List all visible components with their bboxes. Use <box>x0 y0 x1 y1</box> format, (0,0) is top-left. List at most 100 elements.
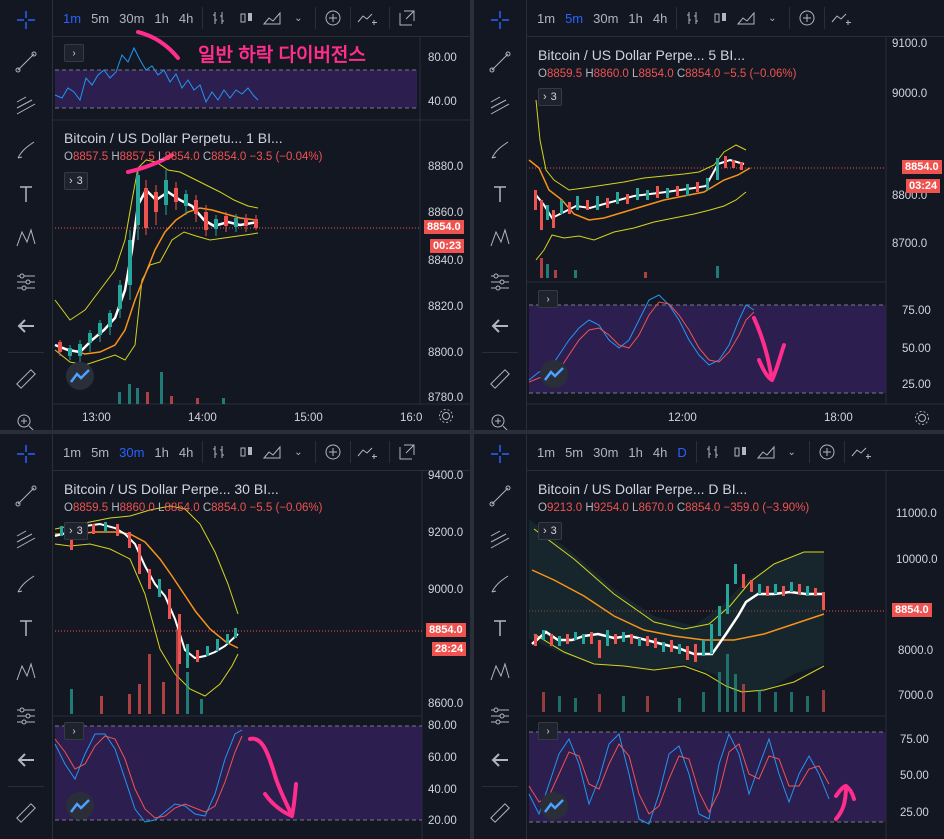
osc-collapse-button[interactable]: › <box>538 290 558 308</box>
trend-line-icon[interactable] <box>474 474 526 518</box>
back-arrow-icon[interactable] <box>0 304 52 348</box>
chevron-down-icon[interactable]: ⌄ <box>787 446 796 458</box>
osc-collapse-button[interactable]: › <box>64 44 84 62</box>
back-arrow-icon[interactable] <box>474 738 526 782</box>
indicator-count-button[interactable]: › 3 <box>64 172 88 190</box>
chevron-down-icon[interactable]: ⌄ <box>294 446 303 458</box>
area-icon[interactable] <box>735 7 757 29</box>
brush-icon[interactable] <box>0 128 52 172</box>
add-indicator-icon[interactable] <box>322 7 344 29</box>
add-indicator-icon[interactable] <box>816 441 838 463</box>
tf-4h[interactable]: 4h <box>652 10 668 26</box>
text-icon[interactable] <box>0 606 52 650</box>
osc-collapse-button[interactable]: › <box>64 722 84 740</box>
zoom-in-icon[interactable] <box>474 401 526 430</box>
chevron-down-icon[interactable]: ⌄ <box>294 12 303 24</box>
tf-1m[interactable]: 1m <box>537 10 556 26</box>
prediction-icon[interactable] <box>474 260 526 304</box>
prediction-icon[interactable] <box>474 694 526 738</box>
fullscreen-icon[interactable] <box>396 7 418 29</box>
chart-pane-5m[interactable]: 1m 5m 30m 1h 4h ⌄ <box>474 0 944 430</box>
crosshair-icon[interactable] <box>0 434 52 474</box>
bar-style-icon[interactable] <box>703 441 725 463</box>
chart-pane-30m[interactable]: 1m 5m 30m 1h 4h ⌄ <box>0 434 470 839</box>
alert-icon[interactable] <box>357 441 379 463</box>
pattern-icon[interactable] <box>474 216 526 260</box>
tf-1d[interactable]: D <box>677 444 687 460</box>
tf-5m[interactable]: 5m <box>565 10 584 26</box>
pattern-icon[interactable] <box>0 216 52 260</box>
candles-icon[interactable] <box>235 7 257 29</box>
tf-4h[interactable]: 4h <box>178 10 194 26</box>
tf-5m[interactable]: 5m <box>91 10 110 26</box>
pattern-icon[interactable] <box>0 650 52 694</box>
chart-pane-1d[interactable]: 1m 5m 30m 1h 4h D ⌄ <box>474 434 944 839</box>
fib-icon[interactable] <box>474 84 526 128</box>
bar-style-icon[interactable] <box>209 441 231 463</box>
crosshair-icon[interactable] <box>474 0 526 40</box>
tf-30m[interactable]: 30m <box>119 444 145 460</box>
tf-1m[interactable]: 1m <box>537 444 556 460</box>
text-icon[interactable] <box>474 606 526 650</box>
tf-4h[interactable]: 4h <box>652 444 668 460</box>
tf-5m[interactable]: 5m <box>91 444 110 460</box>
brush-icon[interactable] <box>0 562 52 606</box>
tf-1h[interactable]: 1h <box>154 444 169 460</box>
chevron-down-icon[interactable]: ⌄ <box>768 12 777 24</box>
tf-1m[interactable]: 1m <box>63 444 82 460</box>
tf-30m[interactable]: 30m <box>593 444 619 460</box>
fib-icon[interactable] <box>0 84 52 128</box>
ruler-icon[interactable] <box>474 791 526 835</box>
area-icon[interactable] <box>261 7 283 29</box>
osc-collapse-button[interactable]: › <box>538 722 558 740</box>
chart-canvas-30m[interactable] <box>0 434 470 839</box>
tf-30m[interactable]: 30m <box>119 10 145 26</box>
chart-pane-1m[interactable]: 1m 5m 30m 1h 4h ⌄ <box>0 0 470 430</box>
trend-line-icon[interactable] <box>0 40 52 84</box>
pane-separator-vertical[interactable] <box>470 0 474 839</box>
chart-canvas-5m[interactable] <box>474 0 944 430</box>
alert-icon[interactable] <box>357 7 379 29</box>
back-arrow-icon[interactable] <box>474 304 526 348</box>
alert-icon[interactable] <box>831 7 853 29</box>
text-icon[interactable] <box>474 172 526 216</box>
area-icon[interactable] <box>261 441 283 463</box>
area-icon[interactable] <box>755 441 777 463</box>
settings-gear-icon[interactable] <box>438 408 454 424</box>
pane-separator-horizontal[interactable] <box>0 430 944 434</box>
zoom-in-icon[interactable] <box>0 401 52 430</box>
indicator-count-button[interactable]: › 3 <box>538 522 562 540</box>
add-indicator-icon[interactable] <box>322 441 344 463</box>
crosshair-icon[interactable] <box>474 434 526 474</box>
fullscreen-icon[interactable] <box>396 441 418 463</box>
candles-icon[interactable] <box>235 441 257 463</box>
indicator-count-button[interactable]: › 3 <box>538 88 562 106</box>
prediction-icon[interactable] <box>0 694 52 738</box>
add-indicator-icon[interactable] <box>796 7 818 29</box>
tf-1m[interactable]: 1m <box>63 10 82 26</box>
back-arrow-icon[interactable] <box>0 738 52 782</box>
pattern-icon[interactable] <box>474 650 526 694</box>
tf-5m[interactable]: 5m <box>565 444 584 460</box>
chart-canvas-1m[interactable] <box>0 0 470 430</box>
tf-4h[interactable]: 4h <box>178 444 194 460</box>
crosshair-icon[interactable] <box>0 0 52 40</box>
alert-icon[interactable] <box>851 441 873 463</box>
tf-1h[interactable]: 1h <box>628 10 643 26</box>
prediction-icon[interactable] <box>0 260 52 304</box>
chart-canvas-1d[interactable] <box>474 434 944 839</box>
brush-icon[interactable] <box>474 562 526 606</box>
candles-icon[interactable] <box>709 7 731 29</box>
text-icon[interactable] <box>0 172 52 216</box>
fib-icon[interactable] <box>474 518 526 562</box>
candles-icon[interactable] <box>729 441 751 463</box>
indicator-count-button[interactable]: › 3 <box>64 522 88 540</box>
tf-1h[interactable]: 1h <box>154 10 169 26</box>
trend-line-icon[interactable] <box>474 40 526 84</box>
tf-30m[interactable]: 30m <box>593 10 619 26</box>
bar-style-icon[interactable] <box>209 7 231 29</box>
fib-icon[interactable] <box>0 518 52 562</box>
bar-style-icon[interactable] <box>683 7 705 29</box>
brush-icon[interactable] <box>474 128 526 172</box>
ruler-icon[interactable] <box>474 357 526 401</box>
